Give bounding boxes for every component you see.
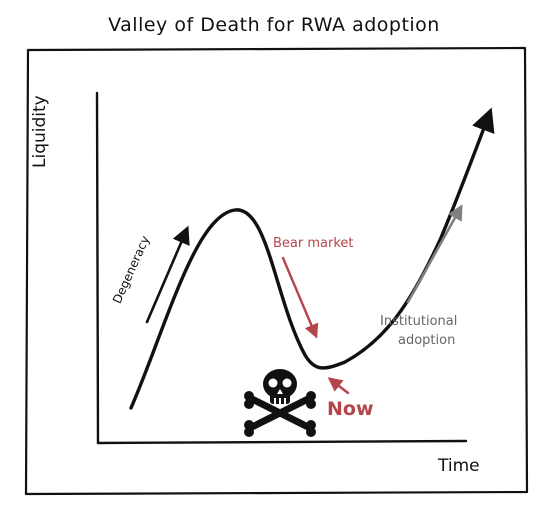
diagram-title: Valley of Death for RWA adoption	[108, 14, 440, 36]
institutional-label-line2: adoption	[398, 333, 456, 348]
now-label: Now	[327, 398, 374, 420]
y-axis	[95, 91, 100, 445]
now-arrow	[327, 377, 350, 395]
liquidity-curve	[129, 107, 495, 410]
skull-and-crossbones-icon	[244, 369, 316, 437]
institutional-label-line1: Institutional	[380, 314, 458, 329]
y-axis-label: Liquidity	[30, 95, 50, 168]
x-axis-label: Time	[438, 456, 480, 476]
x-axis	[96, 439, 468, 445]
outer-border	[24, 46, 529, 496]
degeneracy-arrow	[145, 225, 190, 324]
bear-market-arrow	[281, 256, 319, 339]
bear-market-label: Bear market	[273, 236, 354, 251]
institutional-arrow	[406, 204, 463, 304]
